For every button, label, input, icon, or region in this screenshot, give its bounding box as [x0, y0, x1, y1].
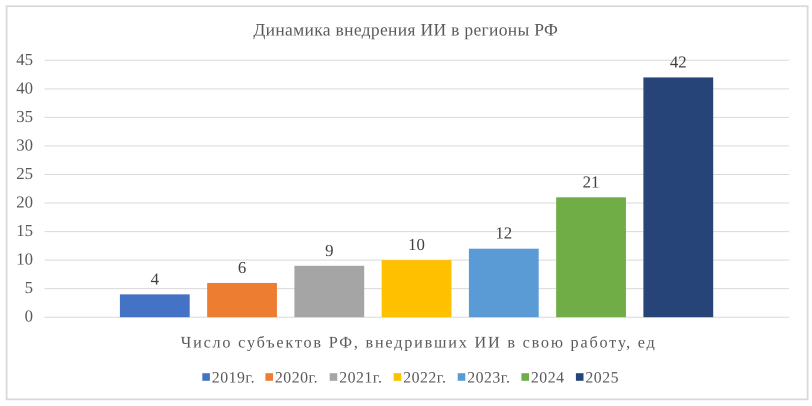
svg-text:45: 45 — [16, 50, 33, 69]
svg-text:9: 9 — [325, 241, 333, 260]
svg-text:20: 20 — [16, 193, 33, 212]
svg-text:Число субъектов РФ, внедривших: Число субъектов РФ, внедривших ИИ в свою… — [181, 333, 657, 351]
svg-text:10: 10 — [16, 250, 33, 269]
svg-text:2019г.: 2019г. — [212, 370, 255, 387]
svg-text:0: 0 — [25, 307, 33, 326]
svg-text:21: 21 — [583, 172, 600, 191]
svg-text:30: 30 — [16, 135, 33, 154]
svg-text:40: 40 — [16, 78, 33, 97]
svg-text:6: 6 — [238, 258, 246, 277]
svg-text:2022г.: 2022г. — [403, 370, 446, 387]
svg-text:12: 12 — [495, 224, 512, 243]
svg-text:15: 15 — [16, 221, 33, 240]
svg-text:2025: 2025 — [585, 370, 619, 387]
svg-text:2024: 2024 — [531, 370, 565, 387]
svg-text:25: 25 — [16, 164, 33, 183]
svg-text:2020г.: 2020г. — [275, 370, 318, 387]
svg-text:2023г.: 2023г. — [467, 370, 510, 387]
svg-text:2021г.: 2021г. — [339, 370, 382, 387]
svg-text:42: 42 — [670, 52, 687, 71]
svg-text:Динамика внедрения ИИ в регион: Динамика внедрения ИИ в регионы РФ — [253, 19, 558, 39]
svg-text:35: 35 — [16, 107, 33, 126]
svg-text:10: 10 — [408, 235, 425, 254]
svg-text:4: 4 — [151, 269, 160, 288]
svg-text:5: 5 — [25, 278, 33, 297]
